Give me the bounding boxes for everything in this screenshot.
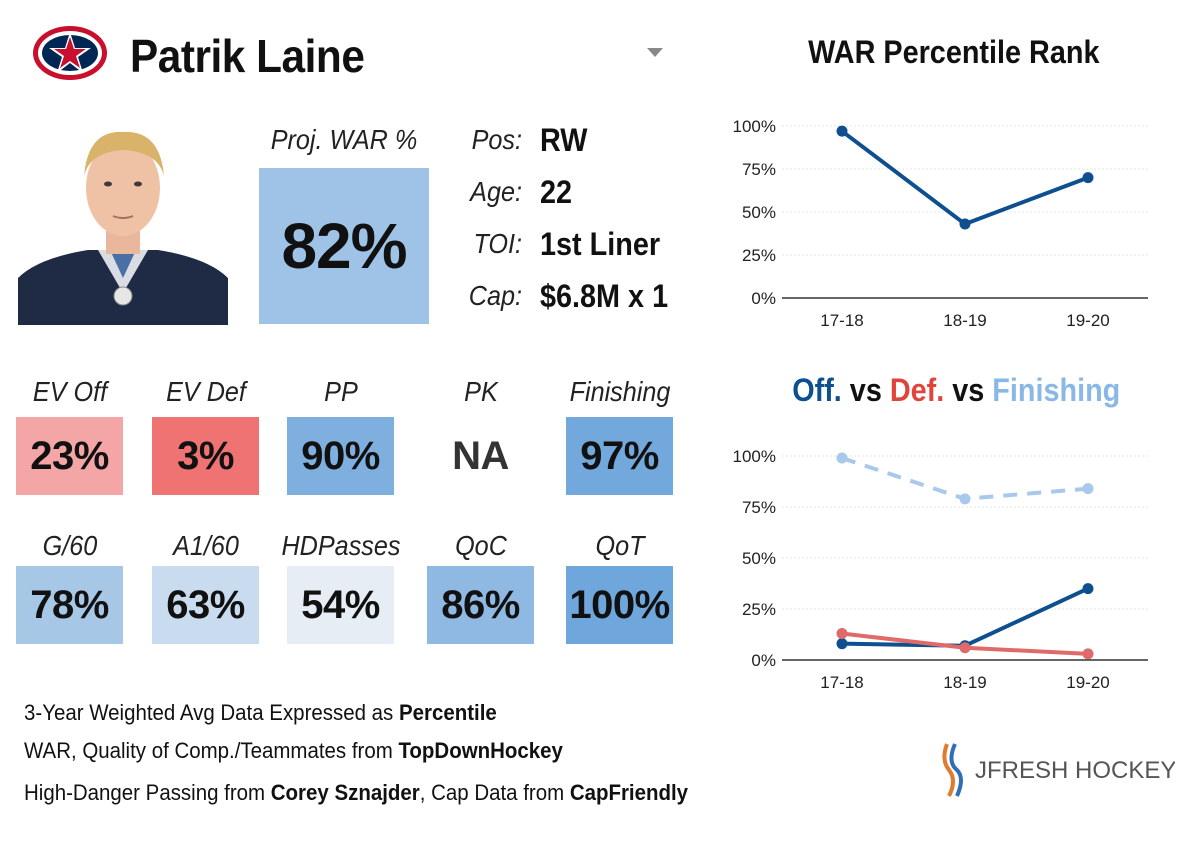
chart-2-title-vs1: vs xyxy=(841,372,890,408)
info-value-age: 22 xyxy=(540,174,573,210)
chart-2-ytick-label: 75% xyxy=(742,498,776,517)
footer-line-2: WAR, Quality of Comp./Teammates from Top… xyxy=(24,738,563,763)
player-name: Patrik Laine xyxy=(130,30,365,82)
info-label-toi: TOI: xyxy=(473,228,522,259)
chart-1-xtick-label: 17-18 xyxy=(820,311,863,330)
stat-value-hdpasses: 54% xyxy=(287,566,394,644)
stat-value-ev-off: 23% xyxy=(16,417,123,495)
info-label-cap: Cap: xyxy=(468,280,522,311)
chart-2-title-vs2: vs xyxy=(944,372,993,408)
stat-label-pp: PP xyxy=(324,376,358,407)
stat-value-a160: 63% xyxy=(152,566,259,644)
off-def-finishing-chart: 0% 25% 50% 75% 100% 17-18 18-19 19-20 xyxy=(733,447,1148,692)
chart-1-ytick-label: 100% xyxy=(733,117,776,136)
stat-value-qot: 100% xyxy=(566,566,673,644)
chart-2-ytick-label: 100% xyxy=(733,447,776,466)
chart-2-xtick-label: 19-20 xyxy=(1066,673,1109,692)
chart-1-xtick-label: 18-19 xyxy=(943,311,986,330)
chart-1-series-0-point xyxy=(1082,172,1094,184)
stat-value-qoc: 86% xyxy=(427,566,534,644)
info-value-cap: $6.8M x 1 xyxy=(540,278,669,314)
proj-war-label: Proj. WAR % xyxy=(270,124,418,155)
stat-label-hdpasses: HDPasses xyxy=(281,530,401,561)
chart-2-ytick-label: 25% xyxy=(742,600,776,619)
chart-2-series-2-point xyxy=(1082,648,1094,660)
chart-2-series-1-point xyxy=(1082,583,1094,595)
chart-2-xtick-label: 18-19 xyxy=(943,673,986,692)
chart-2-series-0-line xyxy=(841,456,1089,501)
stat-label-qot: QoT xyxy=(595,530,645,561)
info-value-pos: RW xyxy=(540,122,588,158)
stat-value-finishing: 97% xyxy=(566,417,673,495)
chart-2-series-0-point xyxy=(836,452,848,464)
chart-1-series-0-point xyxy=(836,125,848,137)
chart-2-title-def: Def. xyxy=(889,372,945,408)
chart-2-title-off: Off. xyxy=(792,372,842,408)
footer-line-1: 3-Year Weighted Avg Data Expressed as Pe… xyxy=(24,700,497,725)
footer-line-3: High-Danger Passing from Corey Sznajder,… xyxy=(24,780,689,805)
player-headshot xyxy=(18,118,228,325)
stat-label-finishing: Finishing xyxy=(569,376,671,407)
war-percentile-chart: 0% 25% 50% 75% 100% 17-18 18-19 19-20 xyxy=(733,117,1148,330)
stat-label-ev-def: EV Def xyxy=(166,376,246,407)
chart-1-ytick-label: 0% xyxy=(751,289,776,308)
jfresh-hockey-logo: JFRESH HOCKEY xyxy=(942,743,1175,797)
chart-2-series-0-point xyxy=(1082,483,1094,495)
chart-2-series-0-point xyxy=(959,493,971,505)
chart-1-ytick-label: 25% xyxy=(742,246,776,265)
info-label-age: Age: xyxy=(470,176,522,207)
chart-2-series-2-point xyxy=(836,627,848,639)
chart-1-ytick-label: 50% xyxy=(742,203,776,222)
chart-1-series-0-point xyxy=(959,218,971,230)
stat-label-pk: PK xyxy=(464,376,498,407)
chart-2-title-finishing: Finishing xyxy=(992,372,1121,408)
brand-name: JFRESH HOCKEY xyxy=(975,757,1175,784)
info-value-toi: 1st Liner xyxy=(540,226,661,262)
stat-label-g60: G/60 xyxy=(42,530,98,561)
team-logo xyxy=(33,26,107,80)
chart-2-series-1-point xyxy=(836,638,848,650)
info-label-pos: Pos: xyxy=(471,124,522,155)
chart-2-title: Off. vs Def. vs Finishing xyxy=(792,372,1120,409)
proj-war-value: 82% xyxy=(259,168,429,324)
chart-2-ytick-label: 50% xyxy=(742,549,776,568)
chart-2-ytick-label: 0% xyxy=(751,651,776,670)
chart-1-ytick-label: 75% xyxy=(742,160,776,179)
chart-1-series-0-line xyxy=(840,129,1089,227)
stat-value-pk: NA xyxy=(427,417,534,495)
chart-1-title: WAR Percentile Rank xyxy=(808,34,1100,70)
stat-label-ev-off: EV Off xyxy=(32,376,108,407)
dropdown-arrow-icon[interactable] xyxy=(647,48,663,57)
stat-value-g60: 78% xyxy=(16,566,123,644)
chart-1-xtick-label: 19-20 xyxy=(1066,311,1109,330)
stat-value-pp: 90% xyxy=(287,417,394,495)
chart-1-plot: 0% 25% 50% 75% 100% 17-18 18-19 19-20 xyxy=(733,117,1148,330)
chart-2-plot: 0% 25% 50% 75% 100% 17-18 18-19 19-20 xyxy=(733,447,1148,692)
stat-label-qoc: QoC xyxy=(455,530,507,561)
stat-value-ev-def: 3% xyxy=(152,417,259,495)
stat-label-a160: A1/60 xyxy=(173,530,239,561)
chart-2-xtick-label: 17-18 xyxy=(820,673,863,692)
chart-2-series-2-point xyxy=(959,642,971,654)
